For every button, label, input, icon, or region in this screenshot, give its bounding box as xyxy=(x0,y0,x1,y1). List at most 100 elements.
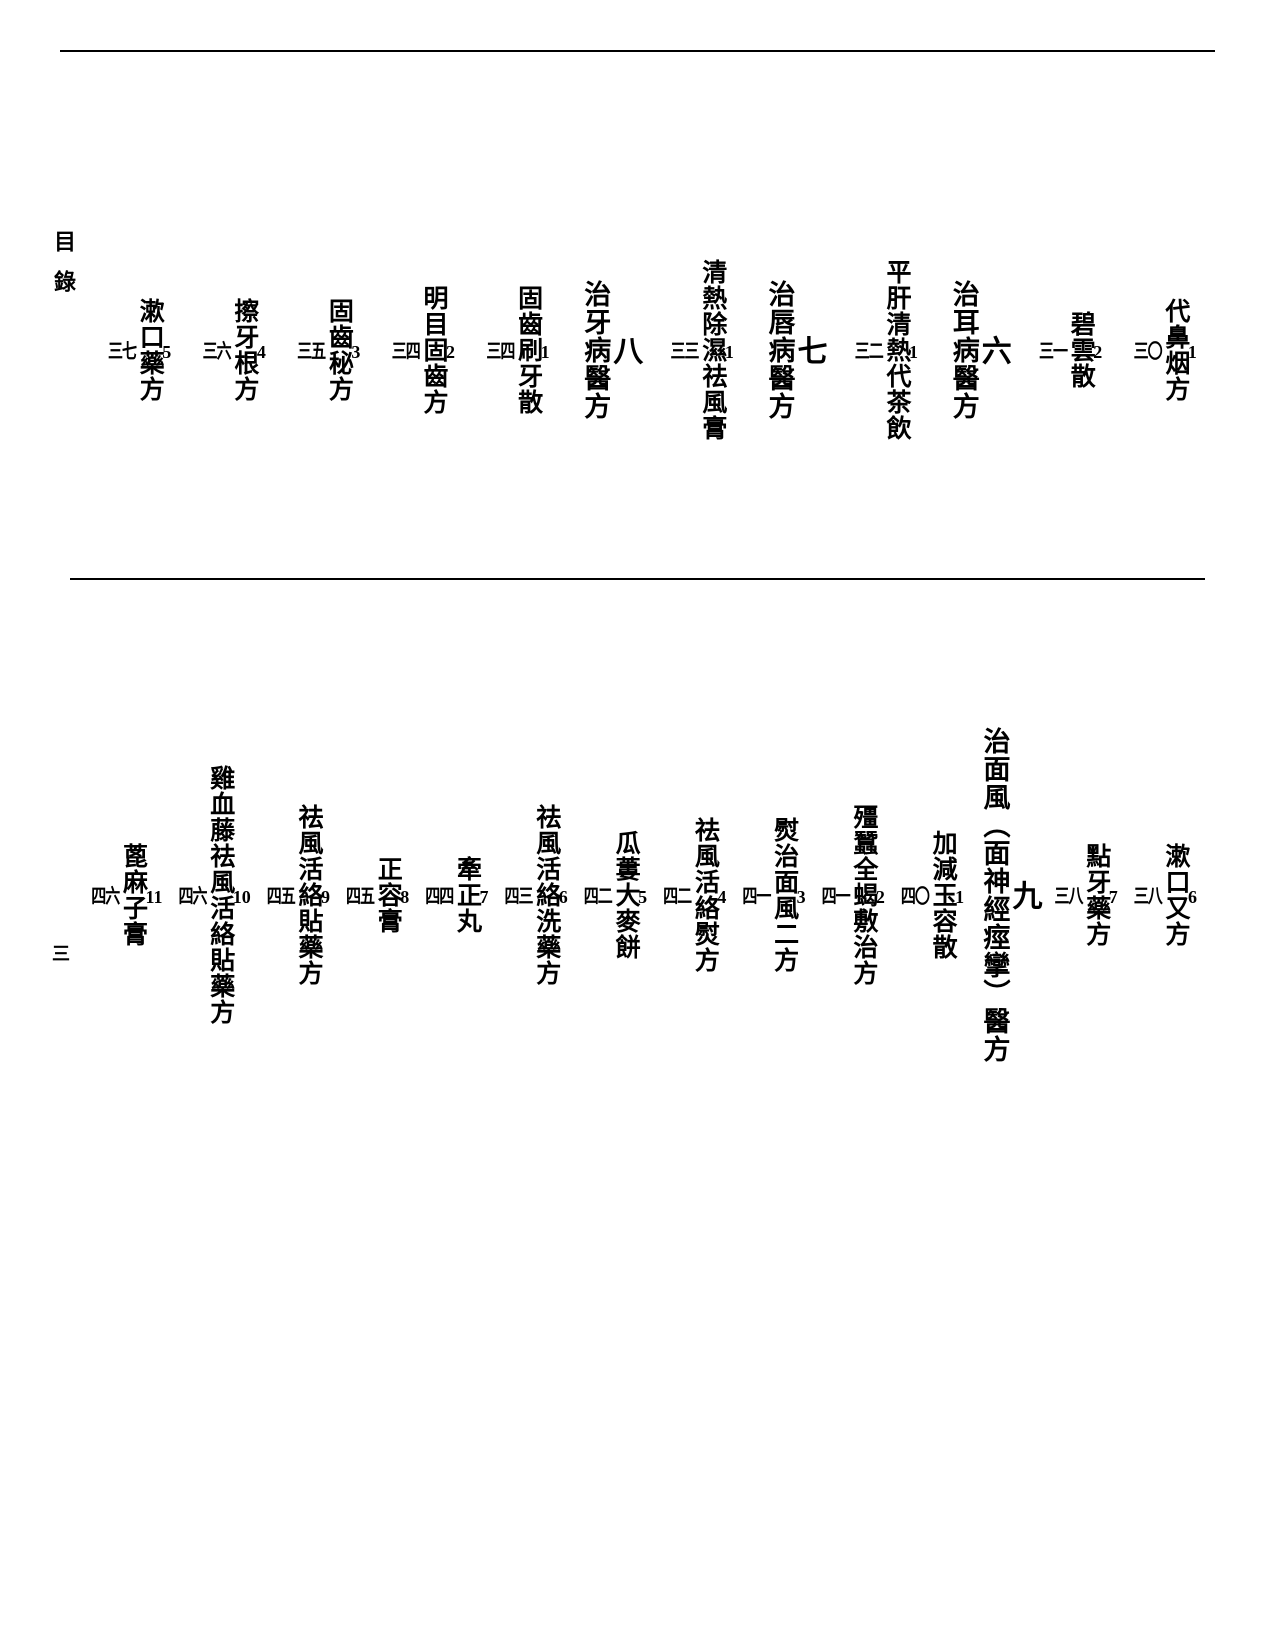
entry-number: 8 xyxy=(400,882,409,908)
entry-number: 4 xyxy=(257,337,266,363)
toc-entry: 10雞血藤祛風活絡貼藥方四六 xyxy=(178,610,250,1180)
toc-row-bottom: 6漱口又方三八7點牙藥方三八九治面風︵面神經痙攣︶醫方1加減玉容散四〇2殭蠶全蝎… xyxy=(100,610,1205,1180)
entry-page: 三〇 xyxy=(1134,336,1162,363)
entry-page: 四六 xyxy=(91,881,119,908)
entry-title: 代鼻烟方 xyxy=(1162,298,1188,402)
entry-page: 四一 xyxy=(742,881,770,908)
entry-page: 四二 xyxy=(584,881,612,908)
toc-entry: 5漱口藥方三七 xyxy=(108,150,171,550)
toc-entry: 7牽正丸四四 xyxy=(425,610,488,1180)
entry-number: 2 xyxy=(876,882,885,908)
entry-title: 漱口藥方 xyxy=(136,298,162,402)
toc-entry: 2碧雲散三一 xyxy=(1039,150,1102,550)
entry-page: 四四 xyxy=(425,881,453,908)
entry-title: 祛風活絡熨方 xyxy=(691,817,717,973)
entry-number: 2 xyxy=(446,337,455,363)
toc-entry: 3熨治面風二方四一 xyxy=(742,610,805,1180)
entry-title: 平肝清熱代茶飲 xyxy=(883,259,909,441)
section-number: 八 xyxy=(609,337,639,363)
entry-page: 四六 xyxy=(178,881,206,908)
section-title: 治牙病醫方 xyxy=(581,280,609,420)
entry-number: 5 xyxy=(638,882,647,908)
entry-number: 11 xyxy=(145,882,162,908)
entry-title: 蓖麻子膏 xyxy=(119,843,145,947)
toc-section: 九治面風︵面神經痙攣︶醫方 xyxy=(980,610,1038,1180)
section-number: 七 xyxy=(793,337,823,363)
toc-entry: 6漱口又方三八 xyxy=(1134,610,1197,1180)
entry-page: 三四 xyxy=(486,336,514,363)
toc-entry: 1清熱除濕祛風膏三三 xyxy=(671,150,734,550)
entry-title: 清熱除濕祛風膏 xyxy=(699,259,725,441)
entry-number: 2 xyxy=(1093,337,1102,363)
toc-section: 八治牙病醫方 xyxy=(581,150,639,550)
entry-title: 固齒秘方 xyxy=(325,298,351,402)
entry-page: 三七 xyxy=(108,336,136,363)
entry-number: 4 xyxy=(717,882,726,908)
entry-page: 三八 xyxy=(1134,881,1162,908)
entry-page: 四〇 xyxy=(901,881,929,908)
entry-title: 明目固齒方 xyxy=(420,285,446,415)
toc-entry: 3固齒秘方三五 xyxy=(297,150,360,550)
top-rule xyxy=(60,50,1215,52)
toc-section: 七治唇病醫方 xyxy=(765,150,823,550)
entry-number: 10 xyxy=(233,882,251,908)
entry-number: 6 xyxy=(559,882,568,908)
entry-page: 三八 xyxy=(1054,881,1082,908)
page-number: 三 xyxy=(52,940,68,966)
entry-title: 點牙藥方 xyxy=(1082,843,1108,947)
section-title: 治唇病醫方 xyxy=(765,280,793,420)
entry-number: 7 xyxy=(1109,882,1118,908)
entry-title: 固齒刷牙散 xyxy=(514,285,540,415)
toc-entry: 8正容膏四五 xyxy=(346,610,409,1180)
entry-title: 牽正丸 xyxy=(453,856,479,934)
entry-page: 四二 xyxy=(663,881,691,908)
entry-title: 正容膏 xyxy=(374,856,400,934)
entry-page: 三二 xyxy=(855,336,883,363)
row-divider xyxy=(70,578,1205,580)
entry-title: 雞血藤祛風活絡貼藥方 xyxy=(206,765,232,1025)
entry-number: 1 xyxy=(1188,337,1197,363)
toc-row-top: 1代鼻烟方三〇2碧雲散三一六治耳病醫方1平肝清熱代茶飲三二七治唇病醫方1清熱除濕… xyxy=(100,150,1205,550)
toc-entry: 4祛風活絡熨方四二 xyxy=(663,610,726,1180)
entry-title: 擦牙根方 xyxy=(231,298,257,402)
entry-page: 三六 xyxy=(203,336,231,363)
entry-page: 三三 xyxy=(671,336,699,363)
entry-page: 三一 xyxy=(1039,336,1067,363)
entry-number: 5 xyxy=(162,337,171,363)
toc-entry: 11蓖麻子膏四六 xyxy=(91,610,162,1180)
toc-section: 六治耳病醫方 xyxy=(949,150,1007,550)
entry-number: 1 xyxy=(955,882,964,908)
toc-entry: 4擦牙根方三六 xyxy=(203,150,266,550)
toc-entry: 2明目固齒方三四 xyxy=(392,150,455,550)
entry-number: 3 xyxy=(351,337,360,363)
entry-number: 6 xyxy=(1188,882,1197,908)
entry-title: 熨治面風二方 xyxy=(770,817,796,973)
entry-page: 三五 xyxy=(297,336,325,363)
toc-entry: 9祛風活絡貼藥方四五 xyxy=(267,610,330,1180)
toc-entry: 2殭蠶全蝎敷治方四一 xyxy=(822,610,885,1180)
toc-header: 目錄 xyxy=(47,230,79,310)
entry-number: 9 xyxy=(321,882,330,908)
entry-page: 四五 xyxy=(267,881,295,908)
entry-page: 四三 xyxy=(505,881,533,908)
entry-page: 四一 xyxy=(822,881,850,908)
entry-title: 碧雲散 xyxy=(1067,311,1093,389)
entry-title: 漱口又方 xyxy=(1162,843,1188,947)
section-number: 九 xyxy=(1008,882,1038,908)
entry-title: 祛風活絡貼藥方 xyxy=(295,804,321,986)
entry-page: 三四 xyxy=(392,336,420,363)
section-title: 治面風︵面神經痙攣︶醫方 xyxy=(980,727,1008,1063)
entry-title: 祛風活絡洗藥方 xyxy=(533,804,559,986)
section-number: 六 xyxy=(978,337,1008,363)
entry-number: 1 xyxy=(909,337,918,363)
entry-title: 瓜蔞大麥餅 xyxy=(612,830,638,960)
section-title: 治耳病醫方 xyxy=(949,280,977,420)
toc-entry: 7點牙藥方三八 xyxy=(1054,610,1117,1180)
toc-entry: 1代鼻烟方三〇 xyxy=(1134,150,1197,550)
toc-entry: 1加減玉容散四〇 xyxy=(901,610,964,1180)
entry-number: 1 xyxy=(725,337,734,363)
entry-title: 殭蠶全蝎敷治方 xyxy=(850,804,876,986)
entry-page: 四五 xyxy=(346,881,374,908)
toc-entry: 5瓜蔞大麥餅四二 xyxy=(584,610,647,1180)
toc-entry: 6祛風活絡洗藥方四三 xyxy=(505,610,568,1180)
